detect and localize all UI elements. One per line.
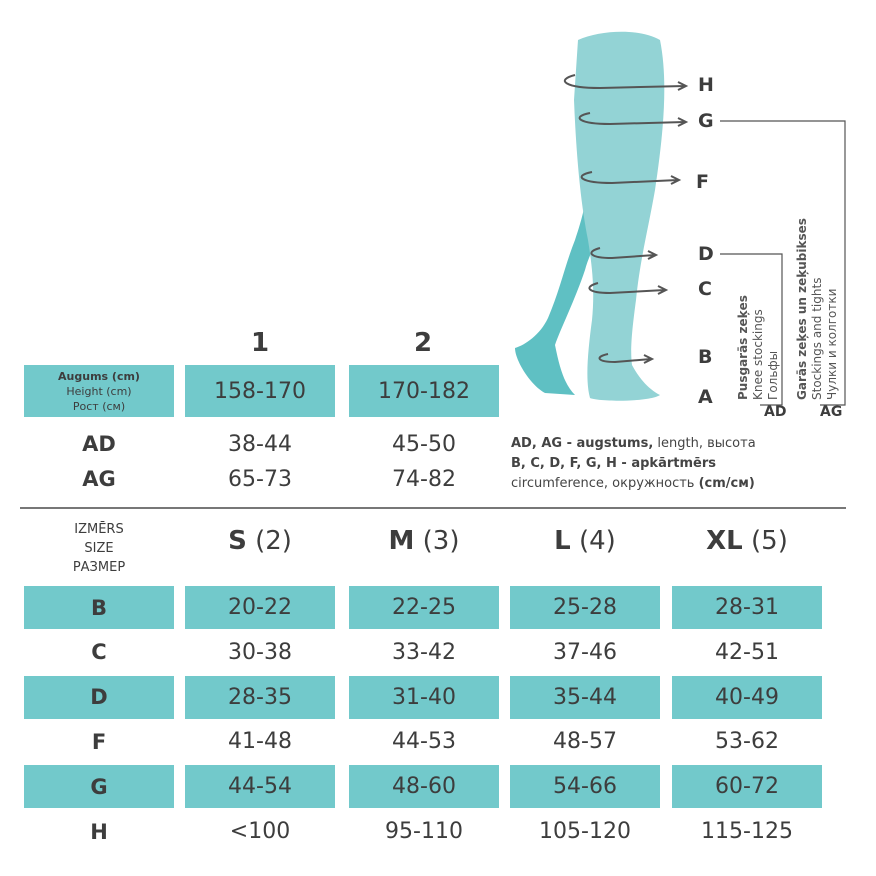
size-header: L (4) [554,526,616,556]
size-row-value: 33-42 [392,639,456,665]
size-row-value: 30-38 [228,639,292,665]
knee-stockings-label: Pusgarās zeķes Knee stockings Гольфы [736,295,780,400]
point-b: B [698,346,713,368]
size-row-value: 60-72 [672,765,822,809]
size-row-value: 105-120 [539,819,631,844]
leg-diagram [515,31,846,406]
divider [20,507,846,509]
height-row-value: 74-82 [392,466,456,492]
size-row-value: 48-57 [553,729,617,755]
size-row-label: B [24,586,174,629]
size-header: S (2) [228,526,292,556]
measure-arrows [563,74,846,406]
height-2: 170-182 [349,365,499,417]
size-row-label: C [91,640,107,665]
size-row-value: 40-49 [672,675,822,719]
height-row-value: 65-73 [228,466,292,492]
point-a: A [698,386,713,408]
size-row-value: 25-28 [510,586,660,629]
size-row-value: 28-31 [672,586,822,629]
ad-label: AD [764,404,787,420]
size-row-value: 54-66 [510,765,660,809]
stockings-tights-label: Garās zeķes un zeķubikses Stockings and t… [795,218,839,400]
size-row-label: F [91,729,107,754]
height-row-value: 45-50 [392,431,456,457]
point-d: D [698,243,714,265]
height-row-label: AG [82,467,116,491]
size-header: M (3) [388,526,460,556]
size-row-value: 28-35 [185,675,335,719]
size-label: IZMĒRS SIZE РАЗМЕР [72,522,126,575]
column-2-header: 2 [413,328,433,358]
size-row-value: 44-53 [392,729,456,755]
size-row-label: G [24,765,174,809]
size-header: XL (5) [706,526,788,556]
column-1-header: 1 [250,328,270,358]
legend-text: AD, AG - augstums, length, высота B, C, … [511,436,756,491]
size-row-value: <100 [229,819,291,844]
size-row-value: 42-51 [715,639,779,665]
height-row-value: 38-44 [228,431,292,457]
height-label-cell: Augums (cm) Height (cm) Рост (см) [24,365,174,417]
point-h: H [698,74,714,96]
size-row-value: 20-22 [185,586,335,629]
point-g: G [698,110,714,132]
size-row-value: 53-62 [715,729,779,755]
height-row-label: AD [82,432,116,456]
ag-label: AG [820,404,843,420]
size-row-value: 48-60 [349,765,499,809]
point-f: F [696,171,709,193]
point-c: C [698,278,712,300]
size-row-value: 115-125 [701,819,793,844]
size-row-label: D [24,675,174,719]
size-row-label: H [90,819,108,844]
size-row-value: 41-48 [228,729,292,755]
height-1: 158-170 [185,365,335,417]
size-row-value: 37-46 [553,639,617,665]
size-row-value: 44-54 [185,765,335,809]
size-row-value: 35-44 [510,675,660,719]
size-row-value: 95-110 [385,819,463,844]
size-row-value: 22-25 [349,586,499,629]
size-row-value: 31-40 [349,675,499,719]
